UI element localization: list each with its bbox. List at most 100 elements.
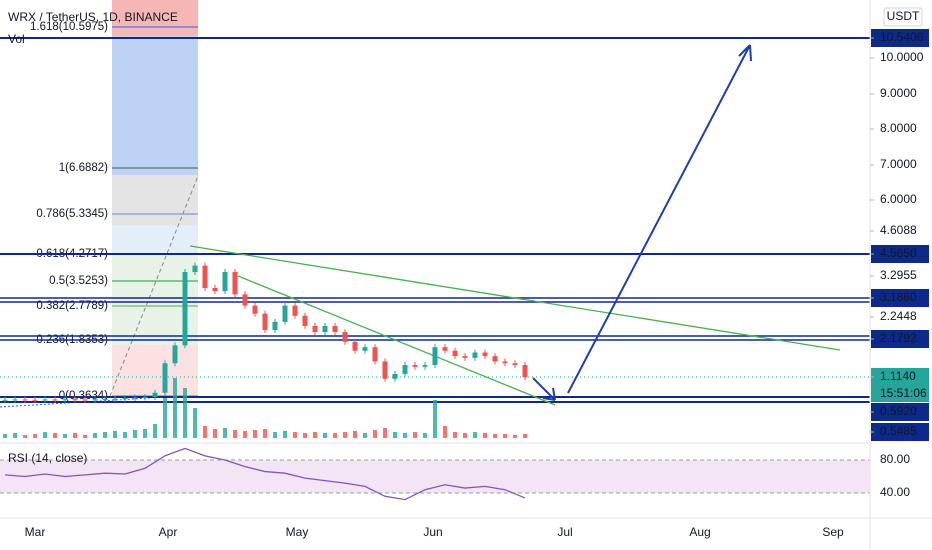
volume-bar — [363, 433, 367, 438]
volume-bar — [413, 432, 417, 438]
volume-bar — [233, 430, 237, 438]
volume-bar — [353, 431, 357, 438]
candle — [362, 347, 368, 351]
volume-bar — [433, 400, 437, 438]
candle — [292, 305, 298, 316]
volume — [3, 378, 527, 438]
candle — [202, 265, 208, 288]
time-label: May — [286, 525, 309, 539]
price-label-bg — [871, 368, 929, 386]
candle — [322, 325, 328, 333]
candle — [392, 373, 398, 379]
volume-bar — [343, 432, 347, 438]
candle — [412, 365, 418, 367]
volume-bar — [273, 432, 277, 438]
price-label: 10.0000 — [880, 50, 924, 64]
volume-bar — [113, 431, 117, 438]
candle — [402, 365, 408, 374]
price-label: 7.0000 — [880, 157, 917, 171]
price-label: 0.5920 — [880, 404, 917, 418]
fib-zones — [0, 0, 199, 408]
volume-bar — [473, 432, 477, 438]
arrows — [532, 44, 752, 401]
candle — [32, 399, 38, 401]
trendline — [237, 275, 556, 406]
price-label: 2.1792 — [880, 331, 917, 345]
candle — [462, 356, 468, 358]
fib-label: 0.382(2.7789) — [36, 300, 108, 312]
volume-bar — [153, 424, 157, 438]
fib-label: 1.618(10.5975) — [30, 21, 108, 33]
volume-bar — [283, 431, 287, 438]
volume-bar — [523, 434, 527, 438]
volume-bar — [243, 431, 247, 438]
volume-bar — [263, 429, 267, 438]
volume-bar — [183, 388, 187, 438]
volume-label: Vol — [8, 32, 25, 46]
volume-bar — [223, 428, 227, 438]
currency: USDT — [887, 9, 920, 23]
price-label-bg — [871, 29, 929, 47]
candles — [2, 262, 528, 404]
rsi-pane: 80.00 40.00 — [0, 447, 910, 501]
candle — [172, 345, 178, 364]
price-label: 3.2955 — [880, 268, 917, 282]
volume-bar — [443, 426, 447, 438]
symbol-title: WRX / TetherUS, 1D, BINANCE — [8, 10, 178, 24]
price-label-bg — [871, 245, 929, 263]
candle — [492, 356, 498, 362]
time-label: Sep — [822, 525, 844, 539]
time-label: Aug — [689, 525, 710, 539]
currency-box — [883, 7, 923, 27]
fib-label: 0.786(5.3345) — [36, 208, 108, 220]
volume-bar — [333, 433, 337, 438]
price-label: 2.2448 — [880, 309, 917, 323]
rsi-label: RSI (14, close) — [8, 451, 87, 465]
rsi-tick-label: 80.00 — [880, 452, 910, 466]
volume-bar — [493, 434, 497, 438]
volume-bar — [123, 432, 127, 438]
candle — [82, 399, 88, 401]
price-label-bg — [871, 289, 929, 307]
price-label-bg — [871, 403, 929, 421]
candle — [382, 361, 388, 379]
time-label: Mar — [25, 525, 46, 539]
fib-zone — [112, 225, 198, 255]
price-label: 3.1860 — [880, 290, 917, 304]
volume-bar — [13, 433, 17, 438]
price-label: 1.1140 — [880, 369, 916, 383]
fib-trend — [109, 175, 199, 397]
candle — [332, 325, 338, 333]
volume-bar — [33, 434, 37, 438]
candle — [452, 350, 458, 357]
candle — [442, 347, 448, 351]
time-label: Jun — [423, 525, 442, 539]
candle — [522, 365, 528, 378]
candle — [122, 398, 128, 400]
candle — [302, 315, 308, 326]
candle — [272, 321, 278, 331]
candle — [162, 363, 168, 393]
price-label: 8.0000 — [880, 121, 917, 135]
volume-bar — [143, 429, 147, 438]
fib-zone — [112, 35, 198, 175]
candle — [132, 397, 138, 399]
volume-bar — [3, 434, 7, 438]
volume-bar — [203, 426, 207, 438]
candle — [222, 272, 228, 292]
volume-bar — [313, 432, 317, 438]
candle — [482, 352, 488, 357]
fib-label: 0.5(3.5253) — [49, 275, 108, 287]
countdown: 15:51:06 — [880, 386, 927, 400]
candle — [72, 399, 78, 401]
candle — [242, 294, 248, 306]
volume-bar — [63, 434, 67, 438]
candle — [112, 398, 118, 400]
volume-bar — [393, 432, 397, 438]
candle — [342, 332, 348, 342]
candle — [42, 399, 48, 401]
volume-bar — [373, 430, 377, 438]
candle — [102, 398, 108, 400]
volume-bar — [423, 433, 427, 438]
